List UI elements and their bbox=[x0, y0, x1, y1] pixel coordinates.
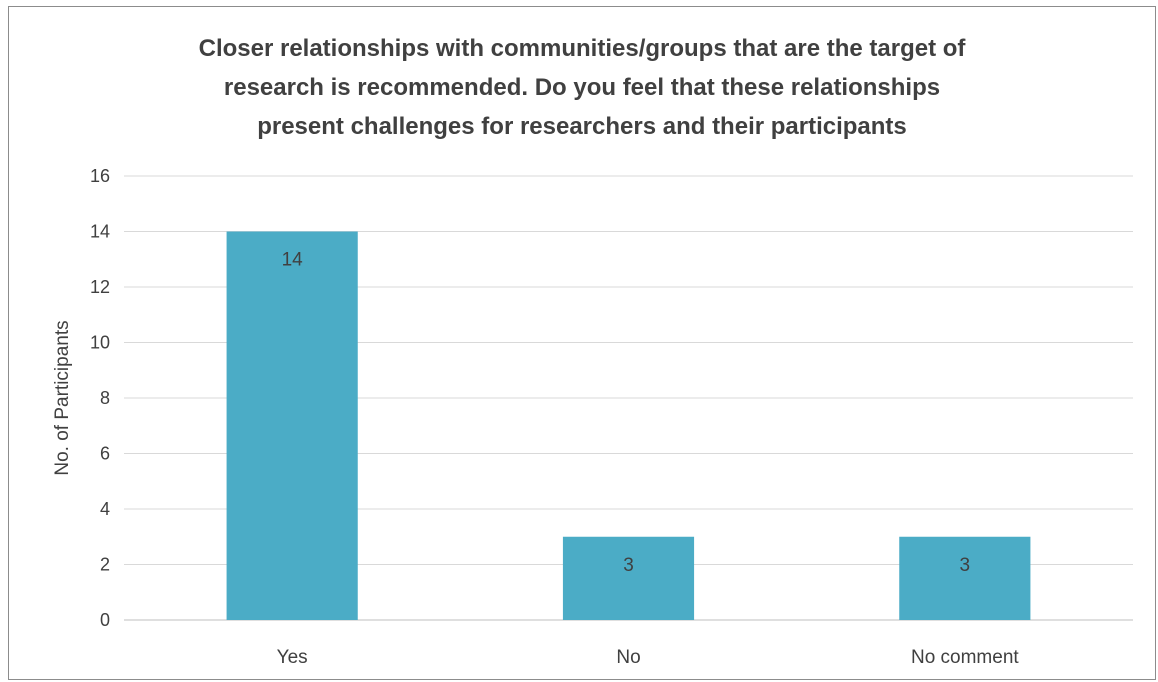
bar-no bbox=[562, 536, 695, 620]
bar-data-label: 14 bbox=[282, 250, 304, 271]
x-category-label: Yes bbox=[277, 647, 308, 668]
chart-title-line-3: present challenges for researchers and t… bbox=[257, 113, 907, 140]
y-tick-label: 4 bbox=[100, 499, 110, 519]
x-category-label: No bbox=[616, 647, 640, 668]
y-tick-label: 16 bbox=[90, 166, 110, 186]
y-tick-label: 0 bbox=[100, 610, 110, 630]
chart-title-line-2: research is recommended. Do you feel tha… bbox=[224, 74, 940, 101]
bar-yes bbox=[226, 231, 358, 620]
y-tick-label: 2 bbox=[100, 555, 110, 575]
chart-title-line-1: Closer relationships with communities/gr… bbox=[199, 35, 967, 62]
chart-title: Closer relationships with communities/gr… bbox=[199, 35, 967, 140]
bar-data-label: 3 bbox=[960, 555, 971, 576]
y-tick-label: 8 bbox=[100, 388, 110, 408]
y-axis-ticks: 0 2 4 6 8 10 12 14 16 bbox=[90, 166, 110, 630]
x-axis-categories: Yes No No comment bbox=[277, 647, 1020, 668]
y-tick-label: 14 bbox=[90, 222, 110, 242]
x-category-label: No comment bbox=[911, 647, 1019, 668]
bar-no-comment bbox=[899, 536, 1031, 620]
y-tick-label: 10 bbox=[90, 333, 110, 353]
y-tick-label: 6 bbox=[100, 444, 110, 464]
bars: 14 3 3 bbox=[226, 231, 1031, 620]
y-axis-label: No. of Participants bbox=[52, 320, 73, 475]
bar-data-label: 3 bbox=[623, 555, 634, 576]
y-tick-label: 12 bbox=[90, 277, 110, 297]
